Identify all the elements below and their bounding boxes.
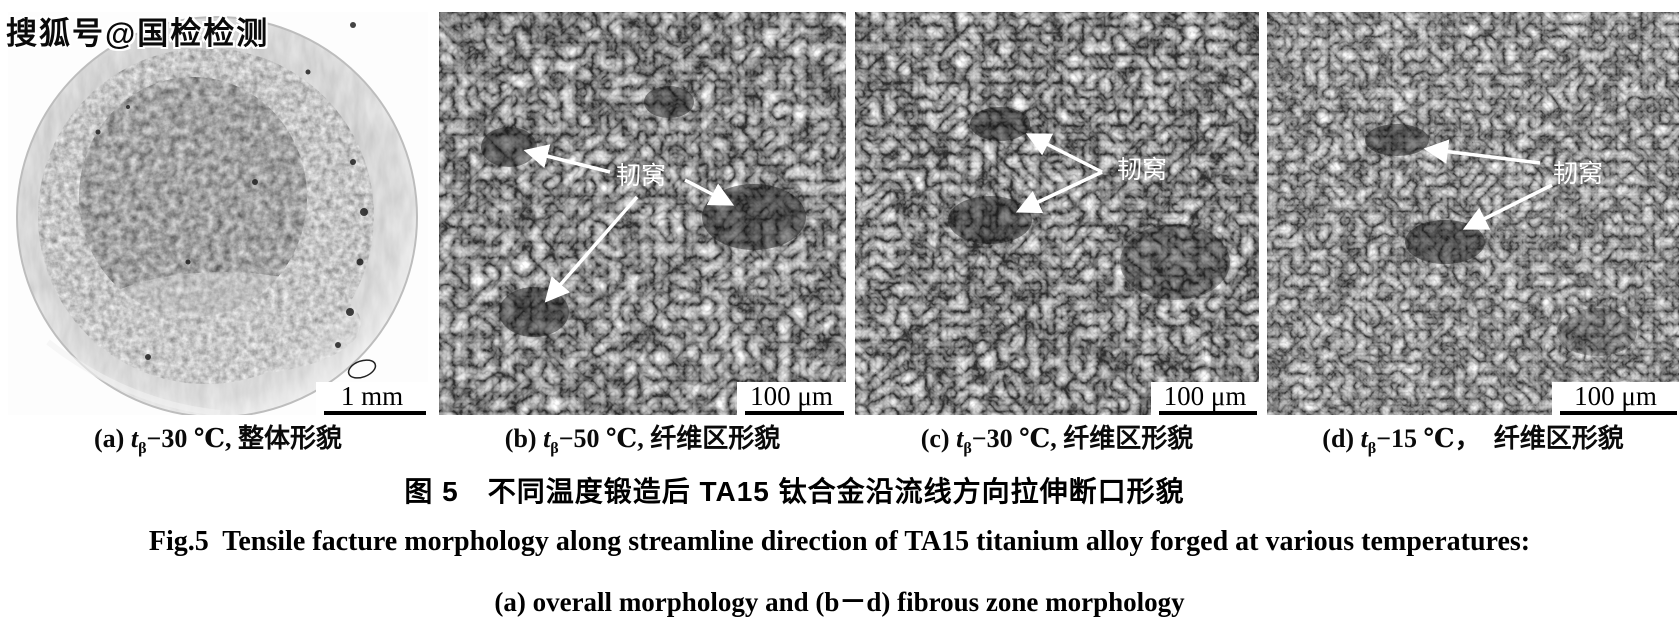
arrow [544,195,639,303]
annotation-arrows-d [1423,139,1553,230]
caption-text: −15 ℃， 纤维区形貌 [1376,424,1624,453]
dimples [948,107,1230,300]
annotation-arrows-b [523,144,735,303]
scale-bar-c: 100 μm [1151,382,1259,415]
arrow [523,144,611,174]
sem-photo-b: 韧窝 [439,12,846,415]
arrow [684,178,735,206]
panel-caption-d: (d) tβ−15 ℃， 纤维区形貌 [1267,419,1679,459]
dimple-label-c: 韧窝 [1117,156,1167,184]
pores [95,22,368,360]
caption-variable: t [543,424,551,453]
sem-image-fibrous-d: 韧窝 100 μm [1267,12,1679,415]
caption-subscript: β [550,440,559,458]
sem-image-fibrous-b: 韧窝 100 μm [439,12,846,415]
caption-index: (c) [920,424,957,453]
caption-text: −30 ℃, 纤维区形貌 [971,424,1194,453]
caption-index: (d) [1322,424,1361,453]
sem-image-fibrous-c: 韧窝 100 μm [855,12,1259,415]
sem-photo-a [8,12,428,415]
caption-index: (b) [504,424,544,453]
caption-variable: t [130,424,139,453]
caption-subscript: β [138,440,147,458]
caption-variable: t [1360,424,1368,453]
scale-bar-line-d [1560,411,1677,415]
panel-caption-b: (b) tβ−50 ℃, 纤维区形貌 [439,419,846,459]
dimple-label-b: 韧窝 [616,162,666,190]
arrow [1015,170,1103,214]
scale-bar-d: 100 μm [1552,382,1679,415]
sem-photo-c: 韧窝 [855,12,1259,415]
sem-image-overall: 1 mm [8,12,428,415]
caption-variable: t [956,424,964,453]
dimples [1365,124,1637,356]
scale-label-b: 100 μm [750,380,833,411]
sem-photo-d: 韧窝 [1267,12,1679,415]
pen-mark [347,359,377,379]
scale-label-d: 100 μm [1574,380,1657,411]
arrow [1423,139,1541,165]
figure-caption-en-line2: (a) overall morphology and (b－d) fibrous… [494,587,1185,617]
figure-caption-en-line1: Fig.5 Tensile facture morphology along s… [148,526,1531,557]
dimple-label-d: 韧窝 [1553,160,1603,188]
watermark: 搜狐号@国检检测 [6,16,270,51]
scale-bar-a: 1 mm [316,382,428,415]
arrow [1462,183,1553,230]
scale-bar-line-a [324,411,426,415]
panel-caption-a: (a) tβ−30 ℃, 整体形貌 [8,419,428,459]
arrow [1025,133,1103,174]
panel-caption-c: (c) tβ−30 ℃, 纤维区形貌 [855,419,1259,459]
figure-caption-zh: 图 5 不同温度锻造后 TA15 钛合金沿流线方向拉伸断口形貌 [404,476,1185,507]
caption-subscript: β [1367,440,1377,458]
dimples [481,86,806,337]
caption-text: −30 ℃, 整体形貌 [146,424,342,453]
scale-label-a: 1 mm [340,380,404,411]
scale-bar-b: 100 μm [737,382,846,415]
scale-bar-line-c [1159,411,1257,415]
caption-index: (a) [94,424,131,453]
caption-subscript: β [963,440,972,458]
scale-bar-line-b [745,411,844,415]
scale-label-c: 100 μm [1163,380,1247,411]
caption-text: −50 ℃, 纤维区形貌 [558,424,781,453]
annotation-arrows-c [1015,133,1103,214]
